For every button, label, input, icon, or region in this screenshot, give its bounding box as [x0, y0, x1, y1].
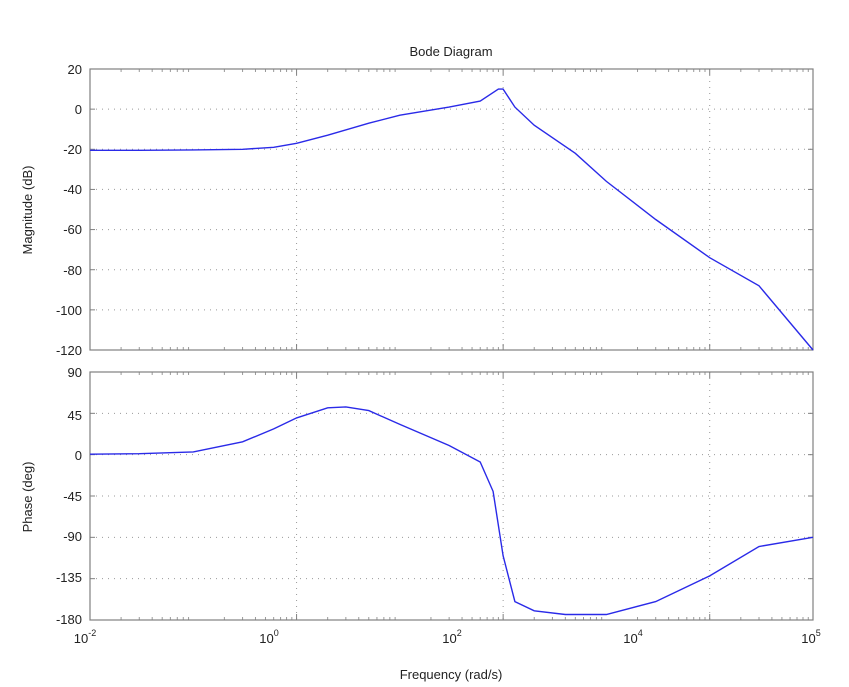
y-tick-label: -90 — [63, 529, 82, 544]
magnitude-curve — [90, 88, 814, 351]
y-tick-label: 90 — [68, 365, 82, 380]
y-tick-label: -40 — [63, 182, 82, 197]
x-tick-label: 100 — [259, 628, 278, 646]
y-tick-label: -120 — [56, 343, 82, 358]
y-tick-label: -20 — [63, 142, 82, 157]
x-tick-label: 10-2 — [74, 628, 96, 646]
y-tick-label: 45 — [68, 408, 82, 423]
y-tick-label: -180 — [56, 612, 82, 627]
y-tick-label: 0 — [75, 102, 82, 117]
magnitude-plot-frame — [89, 68, 814, 351]
magnitude-axes: 20 0 -20 -40 -60 -80 -100 -120 Magnitude… — [20, 62, 814, 358]
phase-axes: 90 45 0 -45 -90 -135 -180 Phase (deg) — [20, 365, 814, 627]
phase-y-tick-labels: 90 45 0 -45 -90 -135 -180 — [56, 365, 82, 627]
x-tick-label: 102 — [442, 628, 461, 646]
magnitude-y-axis-label: Magnitude (dB) — [20, 166, 35, 255]
phase-y-axis-label: Phase (deg) — [20, 462, 35, 533]
y-tick-label: -100 — [56, 303, 82, 318]
magnitude-y-tick-labels: 20 0 -20 -40 -60 -80 -100 -120 — [56, 62, 82, 358]
magnitude-grid — [89, 68, 814, 351]
y-tick-label: -60 — [63, 222, 82, 237]
x-axis-label: Frequency (rad/s) — [400, 667, 503, 682]
y-tick-label: -135 — [56, 570, 82, 585]
x-tick-labels: 10-2 100 102 104 105 — [74, 628, 821, 646]
chart-title: Bode Diagram — [409, 44, 492, 59]
y-tick-label: 0 — [75, 448, 82, 463]
y-tick-label: -45 — [63, 489, 82, 504]
phase-grid — [89, 371, 814, 621]
phase-curve — [89, 406, 814, 616]
phase-plot-frame — [89, 371, 814, 621]
x-tick-label: 104 — [623, 628, 642, 646]
x-tick-label: 105 — [801, 628, 820, 646]
y-tick-label: 20 — [68, 62, 82, 77]
y-tick-label: -80 — [63, 263, 82, 278]
